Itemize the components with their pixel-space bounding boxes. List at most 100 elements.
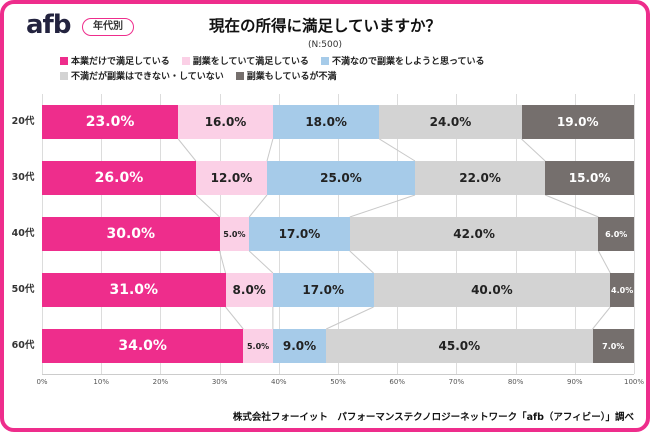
segment-value-label: 25.0%: [320, 171, 362, 185]
legend-row: 本業だけで満足している 副業をしていて満足している 不満なので副業をしようと思ってい…: [60, 54, 636, 67]
legend-label: 副業もしているが不満: [246, 72, 337, 82]
category-badge: 年代別: [82, 18, 134, 36]
bar-segment: 5.0%: [219, 217, 250, 251]
segment-value-label: 17.0%: [278, 227, 321, 241]
bar-segment: 22.0%: [414, 161, 546, 195]
x-axis-tick: 30%: [211, 378, 228, 386]
segment-value-label: 18.0%: [305, 115, 347, 129]
x-axis: 0% 10% 20% 30% 40% 50% 60% 70% 80% 90% 100%: [36, 378, 644, 390]
bar-segment: 12.0%: [195, 161, 267, 195]
segment-value-label: 6.0%: [605, 229, 628, 239]
legend: 本業だけで満足している 副業をしていて満足している 不満なので副業をしようと思ってい…: [60, 54, 636, 84]
x-axis-tick: 90%: [567, 378, 583, 386]
segment-value-label: 26.0%: [94, 170, 144, 186]
segment-value-label: 15.0%: [568, 171, 611, 185]
legend-label: 不満だが副業はできない・していない: [71, 72, 224, 82]
bar-segment: 19.0%: [521, 105, 634, 139]
legend-row: 不満だが副業はできない・していない 副業もしているが不満: [60, 69, 636, 82]
segment-value-label: 16.0%: [204, 115, 247, 129]
bar-segment: 26.0%: [42, 161, 196, 195]
x-axis-tick: 40%: [271, 378, 287, 386]
bar-segment: 34.0%: [42, 329, 244, 363]
category-label: 40代: [11, 228, 35, 239]
bar-row: 23.0% 16.0% 18.0% 24.0% 19.0%: [42, 105, 634, 139]
category-label: 50代: [11, 284, 35, 295]
legend-swatch: [60, 71, 68, 80]
bar-segment: 6.0%: [598, 217, 634, 251]
category-label: 30代: [11, 172, 35, 183]
segment-value-label: 5.0%: [223, 229, 246, 239]
bar-row: 30.0% 5.0% 17.0% 42.0% 6.0%: [42, 217, 634, 251]
segment-value-label: 45.0%: [438, 339, 481, 353]
segment-value-label: 22.0%: [459, 171, 501, 185]
segment-value-label: 30.0%: [106, 226, 156, 242]
bar-segment: 17.0%: [249, 217, 350, 251]
bar-segment: 15.0%: [545, 161, 634, 195]
bar-segment: 40.0%: [373, 273, 611, 307]
x-axis-tick: 0%: [36, 378, 48, 386]
segment-value-label: 42.0%: [453, 227, 495, 241]
bar-row: 26.0% 12.0% 25.0% 22.0% 15.0%: [42, 161, 634, 195]
x-axis-tick: 50%: [330, 378, 346, 386]
segment-value-label: 7.0%: [602, 341, 625, 351]
bar-segment: 8.0%: [225, 273, 273, 307]
bar-segment: 7.0%: [592, 329, 634, 363]
bar-segment: 5.0%: [243, 329, 273, 363]
chart-area: 23.0% 16.0% 18.0% 24.0% 19.0% 26.0% 12.0% 25.0%…: [4, 94, 646, 375]
sample-size: (N:500): [308, 40, 342, 50]
bar-segment: 18.0%: [272, 105, 380, 139]
legend-swatch: [181, 56, 190, 65]
segment-value-label: 17.0%: [302, 283, 344, 297]
chart-title: 現在の所得に満足していますか？: [208, 17, 442, 35]
segment-value-label: 34.0%: [118, 338, 167, 354]
segment-value-label: 31.0%: [109, 282, 159, 298]
segment-value-label: 12.0%: [210, 171, 253, 185]
segment-value-label: 19.0%: [556, 115, 599, 129]
bar-segment: 42.0%: [349, 217, 599, 251]
category-label: 60代: [11, 340, 35, 351]
segment-value-label: 9.0%: [282, 339, 317, 353]
segment-value-label: 40.0%: [471, 283, 513, 297]
bar-row: 31.0% 8.0% 17.0% 40.0% 4.0%: [42, 273, 634, 307]
bar-segment: 31.0%: [42, 273, 226, 307]
segment-connector-lines: [177, 138, 611, 330]
segment-value-label: 24.0%: [429, 115, 472, 129]
afb-logo: afb: [26, 10, 71, 40]
legend-swatch: [235, 71, 244, 80]
legend-item: 不満だが副業はできない・していない: [60, 69, 224, 82]
legend-label: 本業だけで満足している: [71, 57, 170, 67]
legend-swatch: [60, 56, 68, 65]
bar-segment: 24.0%: [379, 105, 522, 139]
x-axis-tick: 100%: [623, 378, 645, 386]
legend-item: 副業をしていて満足している: [181, 54, 309, 67]
legend-item: 副業もしているが不満: [235, 69, 337, 82]
bar-segment: 16.0%: [178, 105, 273, 139]
legend-label: 副業をしていて満足している: [192, 57, 309, 67]
source-note: 株式会社フォーイット パフォーマンステクノロジーネットワーク「afb（アフィビー…: [232, 412, 634, 423]
bar-segment: 17.0%: [272, 273, 374, 307]
bar-segment: 23.0%: [42, 105, 179, 139]
legend-item: 不満なので副業をしようと思っている: [320, 54, 485, 67]
x-axis-tick: 70%: [448, 378, 465, 386]
segment-value-label: 5.0%: [246, 341, 270, 351]
bar-segment: 4.0%: [610, 273, 634, 307]
x-axis-tick: 20%: [152, 378, 169, 386]
bar-segment: 45.0%: [326, 329, 593, 363]
bar-segment: 9.0%: [272, 329, 327, 363]
bar-segment: 30.0%: [42, 217, 220, 251]
x-axis-tick: 10%: [93, 378, 109, 386]
gridline: [634, 94, 635, 374]
plot-area: 23.0% 16.0% 18.0% 24.0% 19.0% 26.0% 12.0% 25.0%…: [42, 94, 635, 375]
legend-label: 不満なので副業をしようと思っている: [331, 57, 485, 67]
x-axis-tick: 60%: [389, 378, 405, 386]
segment-value-label: 23.0%: [85, 114, 135, 130]
x-axis-tick: 80%: [507, 378, 524, 386]
legend-swatch: [320, 56, 329, 65]
bar-row: 34.0% 5.0% 9.0% 45.0% 7.0%: [42, 329, 634, 363]
segment-value-label: 4.0%: [611, 285, 634, 295]
legend-item: 本業だけで満足している: [60, 54, 170, 67]
bar-segment: 25.0%: [266, 161, 415, 195]
category-label: 20代: [11, 116, 35, 127]
segment-value-label: 8.0%: [232, 283, 266, 297]
